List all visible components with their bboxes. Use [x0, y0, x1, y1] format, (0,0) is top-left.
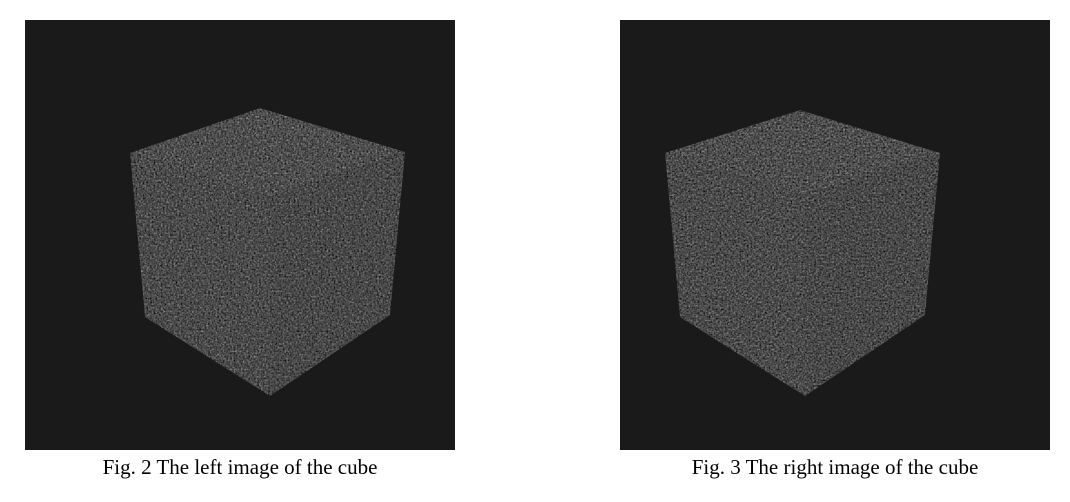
figure-caption-left: Fig. 2 The left image of the cube: [102, 455, 378, 479]
cube-right-face: [270, 152, 405, 396]
cube-right-image: [620, 20, 1050, 450]
cube-left-image: [25, 20, 455, 450]
cube-top-face: [665, 110, 940, 195]
cube-right-face: [805, 153, 940, 396]
cube-top-face: [130, 108, 405, 197]
figure-right: Fig. 3 The right image of the cube: [620, 20, 1050, 479]
cube-left-face: [130, 153, 270, 396]
figure-caption-right: Fig. 3 The right image of the cube: [691, 455, 979, 479]
cube-left-face: [665, 153, 805, 396]
figure-left: Fig. 2 The left image of the cube: [25, 20, 455, 479]
